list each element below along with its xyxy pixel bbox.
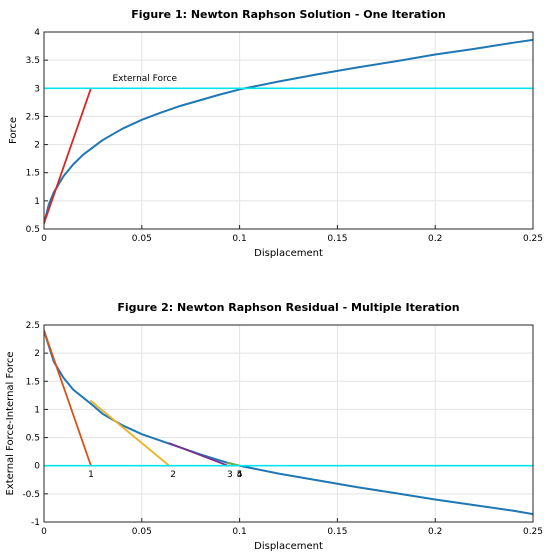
y-tick-label: -1	[31, 518, 40, 528]
x-tick-label: 0.25	[523, 234, 543, 244]
y-axis-label: Force	[8, 117, 19, 144]
y-tick-label: 3	[34, 84, 40, 94]
series-line-2	[44, 329, 92, 467]
axes-frame	[43, 31, 534, 230]
chart-2: 0 0.05 0.1 0.15 0.2 0.25 -1 -0.5 0 0.5 1 1.5 2 2.5 1 2 3…	[5, 301, 543, 552]
y-tick-label: 2.5	[26, 321, 40, 331]
annotation-label: External Force	[112, 74, 177, 84]
y-tick-label: 2	[34, 141, 40, 151]
y-tick-label: 0.5	[26, 434, 40, 444]
y-tick-label: 0.5	[26, 225, 40, 235]
x-tick-label: 0.15	[327, 527, 347, 537]
x-tick-label: 0	[41, 527, 47, 537]
y-tick-label: 0	[34, 462, 40, 472]
y-tick-label: -0.5	[22, 490, 40, 500]
x-tick-label: 0.1	[232, 527, 246, 537]
x-tick-label: 0.2	[428, 234, 442, 244]
series-line-1	[44, 329, 533, 516]
series-line-1	[44, 38, 533, 225]
plot-area	[44, 325, 533, 522]
x-axis-label: Displacement	[254, 541, 323, 552]
y-tick-label: 2.5	[26, 112, 40, 122]
x-axis-label: Displacement	[254, 248, 323, 259]
axes-frame	[43, 324, 534, 523]
y-axis-label: External Force-Internal Force	[5, 351, 16, 495]
y-tick-label: 1.5	[26, 377, 40, 387]
annotation-label: 2	[170, 470, 176, 480]
series-line-2	[44, 87, 92, 225]
y-tick-label: 4	[34, 28, 40, 38]
annotation-label: 5	[237, 470, 243, 480]
annotation-label: 1	[88, 470, 94, 480]
chart-title: Figure 1: Newton Raphson Solution - One …	[131, 8, 446, 21]
x-tick-label: 0.05	[132, 527, 152, 537]
y-tick-label: 1.5	[26, 169, 40, 179]
x-tick-label: 0.15	[327, 234, 347, 244]
x-tick-label: 0.25	[523, 527, 543, 537]
chart-title: Figure 2: Newton Raphson Residual - Mult…	[117, 301, 459, 314]
y-tick-label: 2	[34, 349, 40, 359]
x-tick-label: 0.1	[232, 234, 246, 244]
annotation-label: 3	[227, 470, 233, 480]
chart-1: 0 0.05 0.1 0.15 0.2 0.25 0.5 1 1.5 2 2.5 3 3.5 4 Exter…	[8, 8, 543, 259]
y-tick-label: 1	[34, 405, 40, 415]
annotation-label: 4	[237, 470, 243, 480]
series-line-4	[168, 442, 229, 467]
x-tick-label: 0.2	[428, 527, 442, 537]
series-line-3	[90, 400, 171, 467]
y-tick-label: 3.5	[26, 56, 40, 66]
plot-area	[44, 32, 533, 229]
x-tick-label: 0	[41, 234, 47, 244]
y-tick-label: 1	[34, 197, 40, 207]
x-tick-label: 0.05	[132, 234, 152, 244]
